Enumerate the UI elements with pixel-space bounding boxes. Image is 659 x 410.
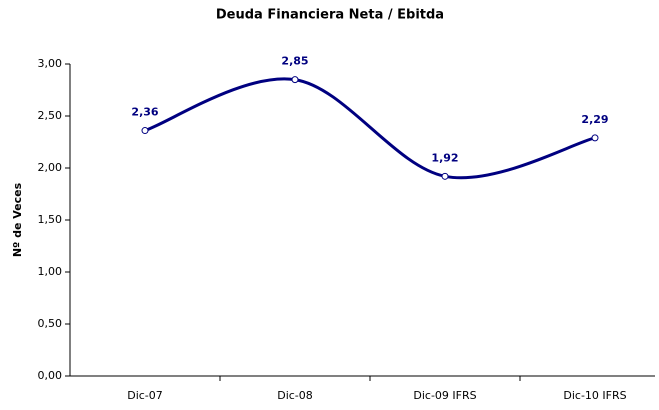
- data-label: 2,29: [581, 113, 608, 126]
- y-tick-label: 2,00: [38, 161, 63, 174]
- point: [591, 134, 599, 142]
- data-label: 2,36: [131, 106, 158, 119]
- data-label: 1,92: [431, 151, 458, 164]
- point: [141, 127, 149, 135]
- y-tick-label: 0,00: [38, 369, 63, 382]
- y-tick-label: 3,00: [38, 57, 63, 70]
- line: [144, 77, 596, 180]
- y-tick-label: 2,50: [38, 109, 63, 122]
- x-tick-label: Dic-07: [127, 389, 163, 402]
- x-tick-label: Dic-08: [277, 389, 313, 402]
- chart-title: Deuda Financiera Neta / Ebitda: [216, 8, 444, 23]
- x-tick-label: Dic-09 IFRS: [413, 389, 476, 402]
- y-tick-label: 1,50: [38, 213, 63, 226]
- y-axis-label: Nº de Veces: [11, 182, 24, 257]
- point: [291, 76, 299, 84]
- data-label: 2,85: [281, 55, 308, 68]
- y-tick-label: 0,50: [38, 317, 63, 330]
- point: [441, 172, 449, 180]
- y-tick-label: 1,00: [38, 265, 63, 278]
- x-tick-label: Dic-10 IFRS: [563, 389, 626, 402]
